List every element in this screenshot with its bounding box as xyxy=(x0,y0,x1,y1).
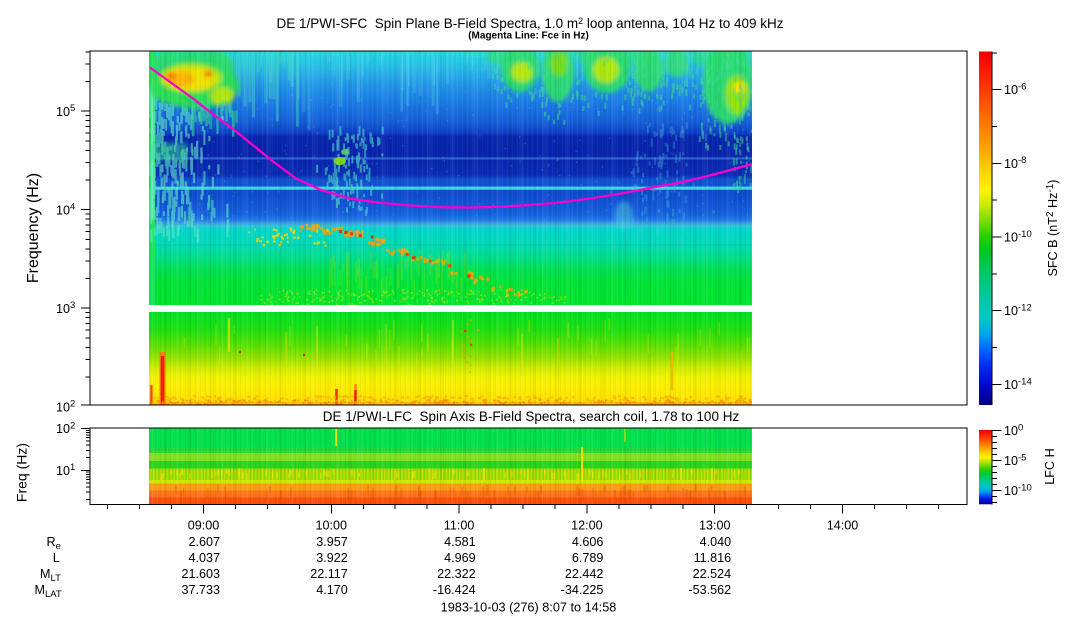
svg-text:(Magenta Line: Fce in Hz): (Magenta Line: Fce in Hz) xyxy=(468,30,589,41)
svg-text:21.603: 21.603 xyxy=(181,567,220,581)
svg-text:11.816: 11.816 xyxy=(694,551,732,565)
svg-text:3.922: 3.922 xyxy=(316,551,348,565)
svg-text:22.524: 22.524 xyxy=(693,567,732,581)
svg-text:14:00: 14:00 xyxy=(827,518,859,532)
svg-text:13:00: 13:00 xyxy=(699,518,731,532)
svg-text:11:00: 11:00 xyxy=(444,518,475,532)
svg-text:3.957: 3.957 xyxy=(316,535,348,549)
svg-text:4.581: 4.581 xyxy=(444,535,476,549)
svg-text:-53.562: -53.562 xyxy=(688,583,731,597)
svg-text:22.117: 22.117 xyxy=(310,567,348,581)
svg-text:10:00: 10:00 xyxy=(316,518,348,532)
svg-text:4.040: 4.040 xyxy=(700,535,732,549)
svg-text:L: L xyxy=(53,551,60,565)
svg-text:DE 1/PWI-SFC Spin Plane B-Fie: DE 1/PWI-SFC Spin Plane B-Field Spectra,… xyxy=(276,16,783,31)
svg-text:2.607: 2.607 xyxy=(188,535,220,549)
svg-text:-16.424: -16.424 xyxy=(433,583,476,597)
svg-text:37.733: 37.733 xyxy=(181,583,220,597)
svg-text:12:00: 12:00 xyxy=(571,518,603,532)
svg-text:4.037: 4.037 xyxy=(188,551,220,565)
svg-text:6.789: 6.789 xyxy=(572,551,604,565)
svg-text:4.170: 4.170 xyxy=(316,583,348,597)
svg-text:Frequency (Hz): Frequency (Hz) xyxy=(25,173,42,283)
svg-text:4.606: 4.606 xyxy=(572,535,604,549)
svg-text:4.969: 4.969 xyxy=(444,551,476,565)
svg-text:-34.225: -34.225 xyxy=(561,583,604,597)
svg-text:SFC B (nT2 Hz-1): SFC B (nT2 Hz-1) xyxy=(1045,179,1060,276)
svg-text:22.322: 22.322 xyxy=(437,567,476,581)
svg-text:09:00: 09:00 xyxy=(188,518,220,532)
svg-text:22.442: 22.442 xyxy=(565,567,604,581)
svg-text:Freq (Hz): Freq (Hz) xyxy=(14,443,30,502)
svg-text:LFC H: LFC H xyxy=(1043,448,1057,484)
svg-text:DE 1/PWI-LFC Spin Axis B-Fiel: DE 1/PWI-LFC Spin Axis B-Field Spectra, … xyxy=(323,409,740,424)
svg-text:1983-10-03 (276) 8:07 to 14:58: 1983-10-03 (276) 8:07 to 14:58 xyxy=(441,601,617,615)
